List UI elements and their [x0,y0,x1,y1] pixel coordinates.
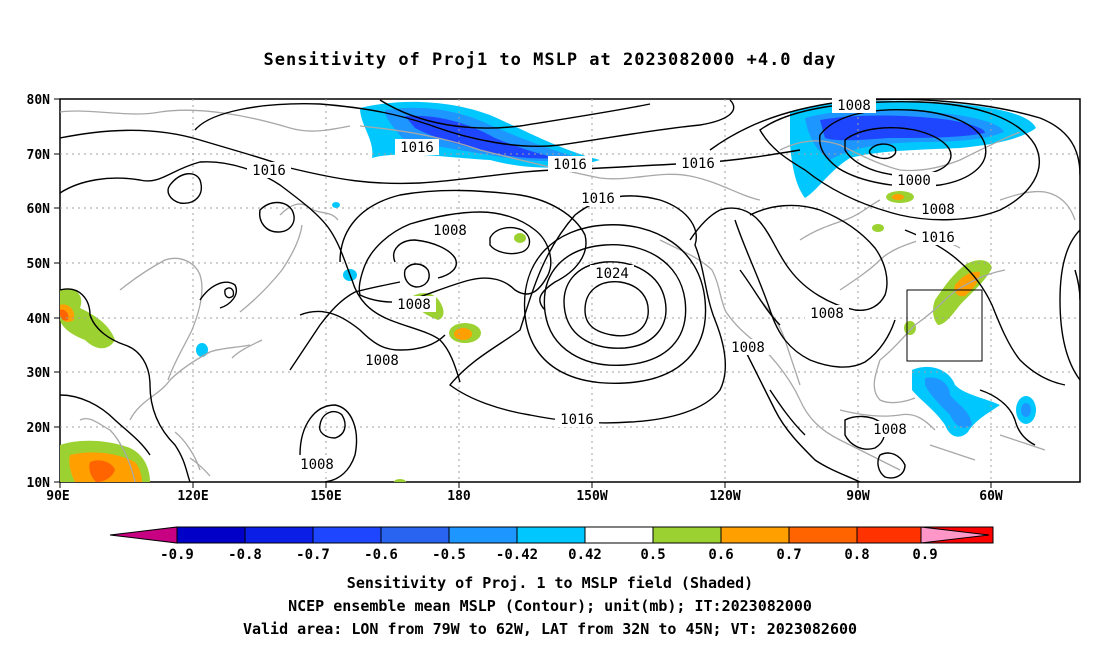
longitude-labels: 90E 120E 150E 180 150W 120W 90W 60W [46,489,1003,504]
lat-label: 70N [27,148,51,163]
colorbar-cell [516,526,586,544]
caption-line-3: Valid area: LON from 79W to 62W, LAT fro… [242,620,858,638]
lat-label: 60N [27,202,51,217]
latitude-labels: 80N 70N 60N 50N 40N 30N 20N 10N [27,93,51,491]
lat-label: 80N [27,93,51,108]
colorbar-label: 0.6 [708,547,733,560]
contour-label: 1008 [365,353,399,369]
contour-label: 1008 [873,422,907,438]
colorbar-label: 0.5 [640,547,665,560]
colorbar-label: -0.42 [496,547,538,560]
contour-label: 1016 [252,163,286,179]
contour-label: 1008 [810,306,844,322]
colorbar-cell [244,526,314,544]
colorbar-cell [312,526,382,544]
colorbar-low-arrow [109,526,178,544]
colorbar-cell [856,526,926,544]
colorbar-cell [448,526,518,544]
caption-line-1: Sensitivity of Proj. 1 to MSLP field (Sh… [346,574,754,592]
contour-label: 1000 [897,173,931,189]
colorbar-cell [584,526,654,544]
coastlines [60,109,1076,482]
lon-label: 60W [979,489,1003,504]
lat-label: 10N [27,476,51,491]
contour-label: 1008 [731,340,765,356]
colorbar-label: -0.6 [364,547,398,560]
latitude-ticks [54,98,60,483]
contour-label: 1008 [397,297,431,313]
colorbar-label: 0.8 [844,547,869,560]
lon-label: 120W [709,489,740,504]
lat-label: 20N [27,421,51,436]
contour-label: 1008 [921,202,955,218]
contour-label: 1016 [581,191,615,207]
lat-label: 30N [27,366,51,381]
colorbar-label: -0.7 [296,547,330,560]
longitude-ticks [59,482,992,488]
contour-label: 1024 [595,266,629,282]
colorbar-cell [176,526,246,544]
lon-label: 150E [310,489,341,504]
contour-label: 1008 [433,223,467,239]
colorbar-label: -0.9 [160,547,194,560]
contour-labels: 1016 1016 1016 1016 1016 1008 1008 1008 … [247,97,960,473]
colorbar-label: 0.42 [568,547,602,560]
colorbar-label: 0.7 [776,547,801,560]
contour-label: 1016 [681,156,715,172]
caption-line-2: NCEP ensemble mean MSLP (Contour); unit(… [288,597,812,615]
colorbar-cell [652,526,722,544]
contour-label: 1016 [921,230,955,246]
contour-label: 1008 [837,98,871,114]
colorbar-label: -0.5 [432,547,466,560]
colorbar: -0.9 -0.8 -0.7 -0.6 -0.5 -0.42 0.42 0.5 0.6 0.7 0.… [109,526,994,560]
contour-label: 1008 [300,457,334,473]
lon-label: 180 [447,489,471,504]
lon-label: 150W [576,489,607,504]
valid-area-box [906,289,983,362]
contour-label: 1016 [560,412,594,428]
sensitivity-shading [60,100,1036,482]
lon-label: 90E [46,489,69,504]
contour-label: 1016 [553,157,587,173]
lat-label: 40N [27,312,51,327]
colorbar-label: 0.9 [912,547,937,560]
lon-label: 120E [177,489,208,504]
colorbar-cell [380,526,450,544]
map-title: Sensitivity of Proj1 to MSLP at 20230820… [263,50,837,70]
colorbar-label: -0.8 [228,547,262,560]
contour-label: 1016 [400,140,434,156]
sensitivity-map: 1016 1016 1016 1016 1016 1008 1008 1008 … [27,93,1081,560]
lon-label: 90W [846,489,870,504]
colorbar-high-arrow [920,526,990,544]
colorbar-cell [788,526,858,544]
colorbar-cell [720,526,790,544]
lat-label: 50N [27,257,51,272]
